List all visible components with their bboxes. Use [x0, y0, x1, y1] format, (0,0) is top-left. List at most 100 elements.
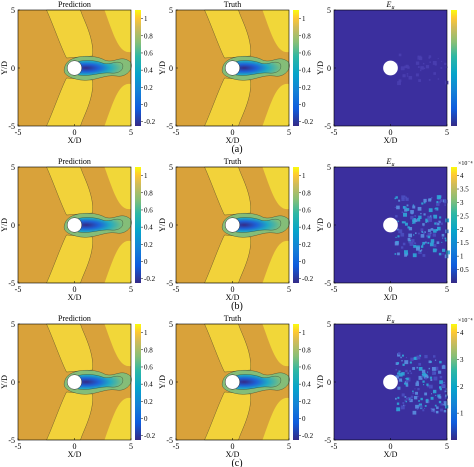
- error-speck: [430, 228, 434, 231]
- error-speck: [406, 377, 409, 381]
- error-speck: [428, 367, 431, 370]
- error-speck: [414, 219, 418, 223]
- y-tick-label: 0: [11, 221, 15, 230]
- right-lower-region: [262, 83, 289, 126]
- error-speck: [404, 250, 408, 255]
- x-tick-label: -5: [15, 128, 22, 137]
- error-speck: [401, 221, 404, 224]
- x-tick-label: 0: [73, 285, 77, 294]
- error-speck: [396, 407, 401, 412]
- error-speck: [418, 400, 420, 402]
- error-speck: [422, 254, 426, 257]
- panel-field-r2c0: -5 0 5 5 0 -5 X/D Y/D 1 0.8 0.6 0.4 0.2 0 -0.2 Predicti…: [0, 314, 156, 459]
- error-speck: [398, 378, 403, 382]
- panel-title: Prediction: [58, 0, 91, 9]
- x-axis-label: X/D: [384, 136, 398, 145]
- error-speck: [420, 234, 425, 238]
- error-speck: [405, 369, 408, 373]
- panel-error-r0c2: -5 0 5 5 0 -5 X/D Y/D Eu: [316, 0, 457, 145]
- x-tick-label: -5: [15, 442, 22, 451]
- error-speck: [398, 79, 402, 83]
- panel-title: Truth: [224, 0, 242, 9]
- error-speck: [430, 239, 435, 243]
- error-speck: [434, 359, 437, 361]
- error-speck: [442, 404, 444, 406]
- colorbar-tick-label: 0.4: [144, 381, 153, 389]
- error-speck: [405, 378, 407, 380]
- error-speck: [409, 398, 411, 400]
- colorbar-tick-label: 0.2: [302, 84, 311, 92]
- error-speck: [424, 375, 429, 379]
- error-speck: [404, 208, 408, 212]
- error-speck: [436, 241, 440, 245]
- error-speck: [408, 227, 413, 231]
- right-upper-region: [262, 167, 289, 210]
- cylinder: [383, 60, 398, 76]
- error-speck: [401, 197, 405, 202]
- right-upper-region: [262, 324, 289, 367]
- panel-title: Eu: [386, 0, 395, 11]
- panel-title: Prediction: [58, 157, 91, 166]
- y-tick-label: -5: [166, 122, 173, 131]
- colorbar-tick-label: 0.4: [302, 381, 311, 389]
- error-speck: [404, 399, 407, 402]
- right-lower-region: [104, 397, 131, 440]
- right-lower-region: [104, 83, 131, 126]
- error-speck: [405, 64, 409, 68]
- x-tick-label: 5: [445, 442, 449, 451]
- upper-lobe: [204, 166, 251, 216]
- error-speck: [439, 199, 443, 202]
- y-tick-label: -5: [324, 279, 331, 288]
- colorbar-tick-label: 0.2: [144, 241, 153, 249]
- error-speck: [439, 201, 442, 204]
- cylinder: [66, 374, 83, 390]
- error-speck: [444, 403, 447, 406]
- error-speck: [424, 377, 426, 379]
- error-speck: [441, 60, 443, 63]
- error-speck: [413, 244, 417, 248]
- error-speck: [428, 360, 432, 364]
- error-speck: [433, 229, 437, 233]
- error-speck: [401, 393, 405, 397]
- error-speck: [403, 404, 405, 406]
- error-speck: [422, 62, 425, 65]
- error-speck: [435, 207, 439, 211]
- colorbar-tick-label: 0.6: [302, 363, 311, 371]
- error-speck: [412, 410, 417, 415]
- error-speck: [404, 396, 407, 398]
- colorbar-tick-label: -0.2: [144, 432, 156, 440]
- error-speck: [402, 363, 405, 366]
- colorbar-tick-label: 1: [302, 172, 306, 180]
- error-speck: [416, 246, 420, 251]
- error-speck: [397, 353, 401, 357]
- lower-lobe: [46, 391, 93, 441]
- error-speck: [420, 397, 423, 401]
- error-speck: [416, 366, 419, 369]
- y-axis-label: Y/D: [0, 61, 9, 75]
- error-speck: [432, 217, 435, 219]
- error-speck: [415, 382, 419, 386]
- colorbar-tick-label: 1: [302, 329, 306, 337]
- x-tick-label: -5: [173, 128, 180, 137]
- y-tick-label: 5: [11, 6, 15, 15]
- error-speck: [412, 392, 415, 395]
- error-speck: [424, 407, 426, 409]
- colorbar-tick-label: 2.5: [460, 212, 469, 220]
- colorbar-tick-label: 0.2: [144, 84, 153, 92]
- x-tick-label: 0: [389, 128, 393, 137]
- y-tick-label: 5: [327, 320, 331, 329]
- error-speck: [434, 390, 436, 392]
- panel-title-subscript: u: [391, 5, 394, 11]
- y-tick-label: 5: [169, 320, 173, 329]
- error-speck: [410, 372, 413, 375]
- x-axis-label: X/D: [226, 293, 240, 302]
- error-speck: [435, 394, 437, 396]
- error-speck: [412, 367, 416, 370]
- colorbar-tick-label: 2: [460, 226, 464, 234]
- error-speck: [444, 254, 449, 259]
- x-tick-label: -5: [331, 128, 338, 137]
- error-speck: [409, 370, 412, 372]
- error-speck: [418, 367, 423, 371]
- error-speck: [416, 218, 421, 222]
